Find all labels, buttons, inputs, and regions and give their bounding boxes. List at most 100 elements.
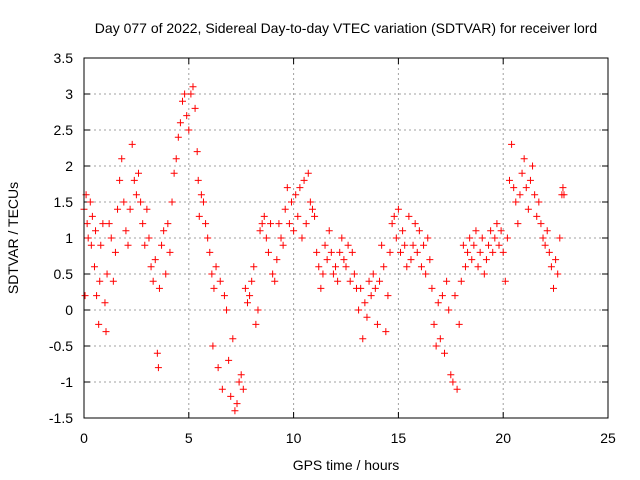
data-point bbox=[149, 277, 157, 285]
data-point bbox=[476, 248, 484, 256]
data-points bbox=[80, 83, 568, 415]
data-point bbox=[279, 241, 287, 249]
data-point bbox=[373, 320, 381, 328]
data-point bbox=[214, 364, 222, 372]
data-point bbox=[518, 169, 526, 177]
data-point bbox=[143, 205, 151, 213]
data-point bbox=[141, 241, 149, 249]
y-tick-label-3: 3 bbox=[65, 86, 73, 102]
data-point bbox=[209, 342, 217, 350]
data-point bbox=[233, 400, 241, 408]
data-point bbox=[134, 169, 142, 177]
data-point bbox=[176, 119, 184, 127]
data-point bbox=[250, 263, 258, 271]
data-point bbox=[415, 227, 423, 235]
data-point bbox=[139, 220, 147, 228]
x-tick-label-25: 25 bbox=[600, 430, 616, 446]
data-point bbox=[288, 198, 296, 206]
data-point bbox=[103, 270, 111, 278]
data-point bbox=[241, 284, 249, 292]
data-point bbox=[526, 176, 534, 184]
data-point bbox=[501, 277, 509, 285]
data-point bbox=[554, 270, 562, 278]
data-point bbox=[520, 155, 528, 163]
data-point bbox=[497, 227, 505, 235]
data-point bbox=[371, 284, 379, 292]
data-point bbox=[338, 234, 346, 242]
data-point bbox=[235, 378, 243, 386]
data-point bbox=[386, 248, 394, 256]
data-point bbox=[340, 256, 348, 264]
data-point bbox=[267, 220, 275, 228]
data-point bbox=[197, 191, 205, 199]
data-point bbox=[315, 263, 323, 271]
y-tick-label-0: 0 bbox=[65, 302, 73, 318]
data-point bbox=[281, 205, 289, 213]
data-point bbox=[541, 241, 549, 249]
data-point bbox=[382, 328, 390, 336]
data-point bbox=[174, 133, 182, 141]
data-point bbox=[441, 349, 449, 357]
data-point bbox=[480, 270, 488, 278]
y-tick-label-2.5: 2.5 bbox=[54, 122, 74, 138]
data-point bbox=[359, 335, 367, 343]
data-point bbox=[432, 342, 440, 350]
data-point bbox=[204, 234, 212, 242]
data-point bbox=[430, 320, 438, 328]
data-point bbox=[461, 263, 469, 271]
data-point bbox=[332, 263, 340, 271]
data-point bbox=[451, 292, 459, 300]
data-point bbox=[369, 270, 377, 278]
data-point bbox=[493, 220, 501, 228]
data-point bbox=[86, 198, 94, 206]
data-point bbox=[453, 385, 461, 393]
data-point bbox=[195, 212, 203, 220]
data-point bbox=[514, 220, 522, 228]
data-point bbox=[137, 198, 145, 206]
data-point bbox=[336, 248, 344, 256]
data-point bbox=[294, 212, 302, 220]
data-point bbox=[273, 256, 281, 264]
data-point bbox=[485, 241, 493, 249]
data-point bbox=[252, 320, 260, 328]
data-point bbox=[194, 176, 202, 184]
data-point bbox=[216, 277, 224, 285]
data-point bbox=[367, 292, 375, 300]
data-point bbox=[449, 378, 457, 386]
data-point bbox=[160, 227, 168, 235]
data-point bbox=[302, 220, 310, 228]
data-point bbox=[512, 198, 520, 206]
data-point bbox=[426, 256, 434, 264]
data-point bbox=[231, 407, 239, 415]
data-point bbox=[189, 83, 197, 91]
data-point bbox=[329, 270, 337, 278]
data-point bbox=[243, 299, 251, 307]
data-point bbox=[524, 205, 532, 213]
data-point bbox=[539, 234, 547, 242]
data-point bbox=[124, 241, 132, 249]
data-point bbox=[202, 220, 210, 228]
data-point bbox=[191, 104, 199, 112]
data-point bbox=[260, 212, 268, 220]
data-point bbox=[128, 140, 136, 148]
data-point bbox=[199, 198, 207, 206]
y-tick-label-1: 1 bbox=[65, 230, 73, 246]
data-point bbox=[392, 234, 400, 242]
data-point bbox=[384, 292, 392, 300]
data-point bbox=[311, 212, 319, 220]
data-point bbox=[466, 234, 474, 242]
data-point bbox=[499, 248, 507, 256]
data-point bbox=[482, 256, 490, 264]
data-point bbox=[505, 176, 513, 184]
data-point bbox=[438, 292, 446, 300]
data-point bbox=[325, 227, 333, 235]
data-point bbox=[413, 248, 421, 256]
data-point bbox=[120, 198, 128, 206]
data-point bbox=[363, 313, 371, 321]
data-point bbox=[107, 234, 115, 242]
data-point bbox=[470, 241, 478, 249]
data-point bbox=[380, 263, 388, 271]
data-point bbox=[403, 263, 411, 271]
data-point bbox=[151, 256, 159, 264]
